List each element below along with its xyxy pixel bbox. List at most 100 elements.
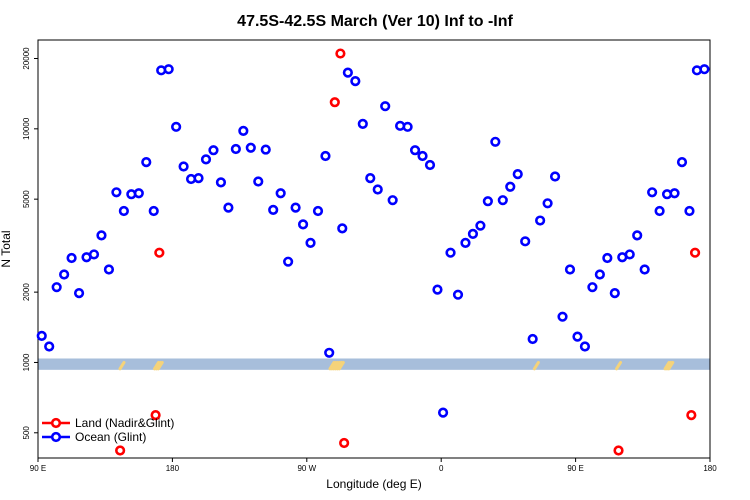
ocean-point-9 (103, 264, 115, 275)
ocean-point-49 (402, 121, 413, 132)
ocean-point-38 (320, 150, 331, 162)
band-mark-6 (332, 360, 340, 371)
y-tick-label-0: 500 (22, 426, 31, 440)
ocean-point-35 (297, 219, 309, 230)
ocean-point-85 (669, 188, 680, 199)
ocean-point-14 (141, 157, 152, 168)
ocean-point-10 (111, 187, 122, 198)
ocean-point-60 (482, 196, 493, 207)
ocean-point-30 (260, 144, 271, 155)
x-tick-label-4: 90 E (567, 464, 583, 473)
ocean-point-44 (365, 173, 376, 184)
ocean-point-63 (505, 181, 516, 192)
ocean-point-28 (245, 142, 256, 153)
ocean-point-42 (350, 76, 361, 87)
band-mark-5 (330, 360, 338, 371)
ocean-point-31 (268, 204, 279, 215)
ocean-point-54 (437, 407, 449, 418)
ocean-point-56 (452, 289, 464, 300)
legend-label-land: Land (Nadir&Glint) (75, 416, 174, 430)
land-point-8 (689, 247, 701, 258)
band-mark-14 (667, 360, 675, 371)
ocean-point-27 (238, 125, 249, 136)
land-point-4 (335, 48, 346, 59)
land-point-6 (613, 445, 624, 456)
ocean-point-29 (253, 176, 264, 187)
ocean-point-53 (432, 284, 443, 295)
chart-title: 47.5S-42.5S March (Ver 10) Inf to -Inf (237, 13, 513, 30)
ocean-point-80 (632, 230, 643, 241)
legend: Land (Nadir&Glint)Ocean (Glint) (42, 416, 174, 444)
ocean-point-46 (380, 101, 391, 112)
band-mark-4 (328, 360, 336, 371)
ocean-point-22 (200, 154, 212, 165)
ocean-point-55 (445, 247, 456, 258)
land-point-0 (115, 445, 126, 456)
ocean-point-81 (639, 264, 650, 275)
ocean-point-1 (44, 341, 55, 352)
x-tick-label-1: 180 (166, 464, 180, 473)
ocean-point-19 (178, 161, 189, 172)
x-tick-label-0: 90 E (30, 464, 46, 473)
ocean-point-79 (624, 249, 635, 260)
ocean-point-37 (312, 205, 324, 217)
ocean-point-18 (171, 121, 182, 132)
ocean-point-8 (96, 230, 107, 241)
y-tick-label-4: 10000 (22, 117, 31, 140)
band-marks (118, 360, 675, 371)
ocean-point-13 (133, 188, 144, 199)
legend-marker-ocean (50, 431, 62, 443)
y-tick-label-2: 2000 (22, 283, 31, 301)
ocean-point-7 (88, 249, 100, 260)
y-tick-label-3: 5000 (22, 190, 31, 208)
x-axis: 90 E 180 90 W 0 90 E 180 (30, 458, 717, 473)
y-tick-label-1: 1000 (22, 353, 31, 371)
ocean-point-82 (647, 187, 658, 198)
coverage-band-rect (38, 358, 710, 370)
x-axis-label: Longitude (deg E) (326, 477, 421, 491)
ocean-point-76 (602, 252, 613, 264)
band-mark-0 (118, 360, 126, 371)
ocean-point-40 (337, 223, 348, 234)
ocean-point-36 (305, 237, 316, 248)
ocean-point-71 (564, 264, 576, 275)
band-mark-10 (532, 360, 540, 371)
data-points (36, 48, 710, 456)
ocean-point-61 (490, 136, 501, 147)
ocean-point-51 (417, 150, 428, 162)
ocean-point-3 (59, 269, 70, 280)
ocean-point-75 (594, 269, 605, 280)
band-mark-13 (665, 360, 673, 371)
band-mark-1 (153, 360, 161, 371)
land-point-3 (329, 97, 340, 108)
ocean-point-50 (409, 145, 421, 156)
ocean-point-39 (324, 347, 335, 358)
ocean-point-74 (587, 282, 598, 293)
ocean-point-0 (36, 330, 47, 341)
ocean-point-23 (208, 145, 219, 156)
ocean-point-67 (535, 215, 546, 226)
ocean-point-32 (275, 188, 286, 199)
ocean-point-58 (467, 228, 479, 240)
y-axis: 500 1000 2000 5000 10000 20000 (22, 47, 38, 440)
x-tick-label-5: 180 (703, 464, 717, 473)
land-point-2 (154, 247, 165, 258)
ocean-point-86 (676, 157, 688, 168)
ocean-point-62 (497, 195, 508, 206)
ocean-point-21 (193, 173, 204, 184)
ocean-point-47 (387, 195, 398, 206)
band-mark-11 (615, 360, 623, 371)
land-point-1 (150, 410, 161, 421)
ocean-point-70 (557, 311, 568, 322)
ocean-point-68 (542, 198, 553, 209)
x-tick-label-3: 0 (439, 464, 444, 473)
ocean-point-57 (460, 237, 471, 248)
ocean-point-41 (342, 67, 353, 78)
band-mark-12 (663, 360, 671, 371)
ocean-point-26 (230, 143, 241, 155)
band-mark-7 (334, 360, 342, 371)
y-tick-label-5: 20000 (22, 47, 31, 70)
ocean-point-72 (572, 331, 583, 342)
ocean-point-43 (357, 118, 368, 129)
coverage-band (38, 358, 710, 370)
